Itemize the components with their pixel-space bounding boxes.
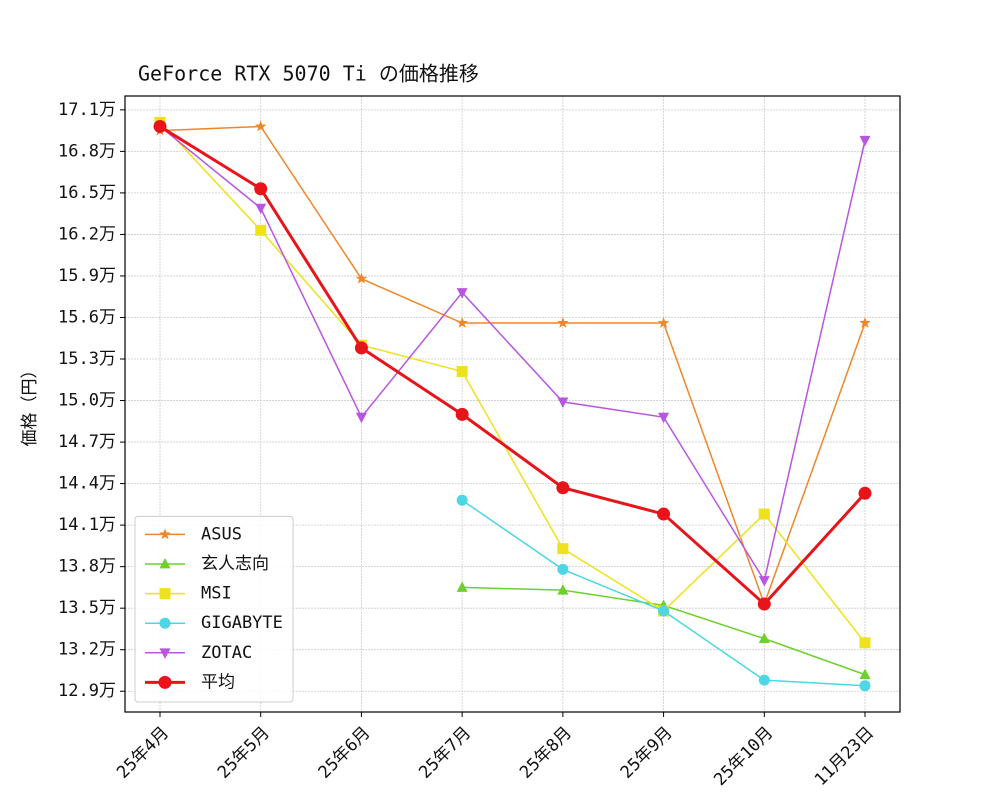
legend-label: MSI — [201, 584, 232, 604]
y-tick-label: 12.9万 — [58, 681, 116, 701]
marker — [658, 412, 670, 424]
marker — [455, 407, 469, 421]
chart-title: GeForce RTX 5070 Ti の価格推移 — [138, 62, 479, 86]
marker — [456, 581, 468, 592]
marker — [657, 507, 671, 521]
marker — [254, 182, 268, 196]
x-tick-label: 25年5月 — [214, 723, 274, 783]
legend-label: GIGABYTE — [201, 613, 283, 633]
series-line — [159, 125, 866, 583]
legend-label: ASUS — [201, 524, 242, 544]
legend-box — [134, 515, 294, 703]
marker — [758, 632, 770, 644]
marker — [355, 412, 367, 424]
y-tick-label: 14.4万 — [58, 474, 116, 494]
x-tick-label: 25年6月 — [315, 723, 375, 783]
legend-label: 平均 — [201, 672, 235, 692]
y-tick-label: 15.0万 — [58, 391, 116, 411]
marker — [757, 597, 771, 611]
marker — [158, 675, 172, 689]
marker — [858, 486, 872, 500]
marker — [859, 316, 871, 328]
y-tick-label: 13.2万 — [58, 640, 116, 660]
legend-label: 玄人志向 — [201, 554, 269, 574]
marker — [557, 397, 569, 408]
marker — [557, 543, 569, 555]
x-tick-label: 25年7月 — [415, 723, 475, 783]
marker — [859, 135, 871, 147]
marker — [758, 576, 770, 587]
series-line — [159, 125, 867, 607]
marker — [557, 584, 569, 595]
marker — [456, 365, 468, 377]
marker — [658, 605, 670, 617]
x-tick-label: 25年10月 — [710, 723, 777, 790]
marker — [556, 481, 570, 495]
marker — [159, 528, 171, 540]
marker — [159, 588, 171, 600]
x-tick-label: 25年9月 — [617, 723, 677, 783]
y-tick-label: 14.1万 — [58, 515, 116, 535]
marker — [255, 203, 267, 215]
x-tick-label: 25年8月 — [516, 723, 576, 783]
marker — [859, 668, 871, 680]
y-tick-label: 14.7万 — [58, 432, 116, 452]
marker — [859, 680, 871, 692]
marker — [355, 272, 368, 284]
marker — [159, 557, 171, 569]
marker — [153, 119, 167, 133]
marker — [859, 637, 871, 649]
y-tick-label: 16.8万 — [58, 141, 116, 161]
marker — [758, 508, 770, 520]
y-tick-label: 17.1万 — [58, 100, 116, 120]
marker — [557, 563, 569, 575]
marker — [657, 316, 670, 328]
y-tick-label: 15.3万 — [58, 349, 116, 369]
marker — [456, 494, 468, 506]
x-tick-label: 25年4月 — [113, 723, 173, 783]
plot-frame — [124, 95, 901, 713]
marker — [456, 316, 468, 328]
marker — [557, 316, 569, 328]
marker — [159, 648, 171, 659]
y-axis-label: 価格（円） — [20, 362, 40, 447]
y-tick-label: 13.5万 — [58, 598, 116, 618]
y-tick-label: 15.9万 — [58, 266, 116, 286]
series-line — [159, 121, 866, 644]
y-tick-label: 15.6万 — [58, 307, 116, 327]
marker — [354, 341, 368, 355]
legend-label: ZOTAC — [201, 643, 252, 663]
x-tick-label: 11月23日 — [811, 723, 878, 790]
y-tick-label: 16.2万 — [58, 224, 116, 244]
marker — [254, 120, 267, 132]
marker — [255, 224, 267, 236]
y-tick-label: 16.5万 — [58, 183, 116, 203]
series-line — [159, 125, 866, 607]
marker — [159, 617, 171, 629]
marker — [456, 288, 468, 299]
marker — [758, 674, 770, 686]
y-tick-label: 13.8万 — [58, 557, 116, 577]
